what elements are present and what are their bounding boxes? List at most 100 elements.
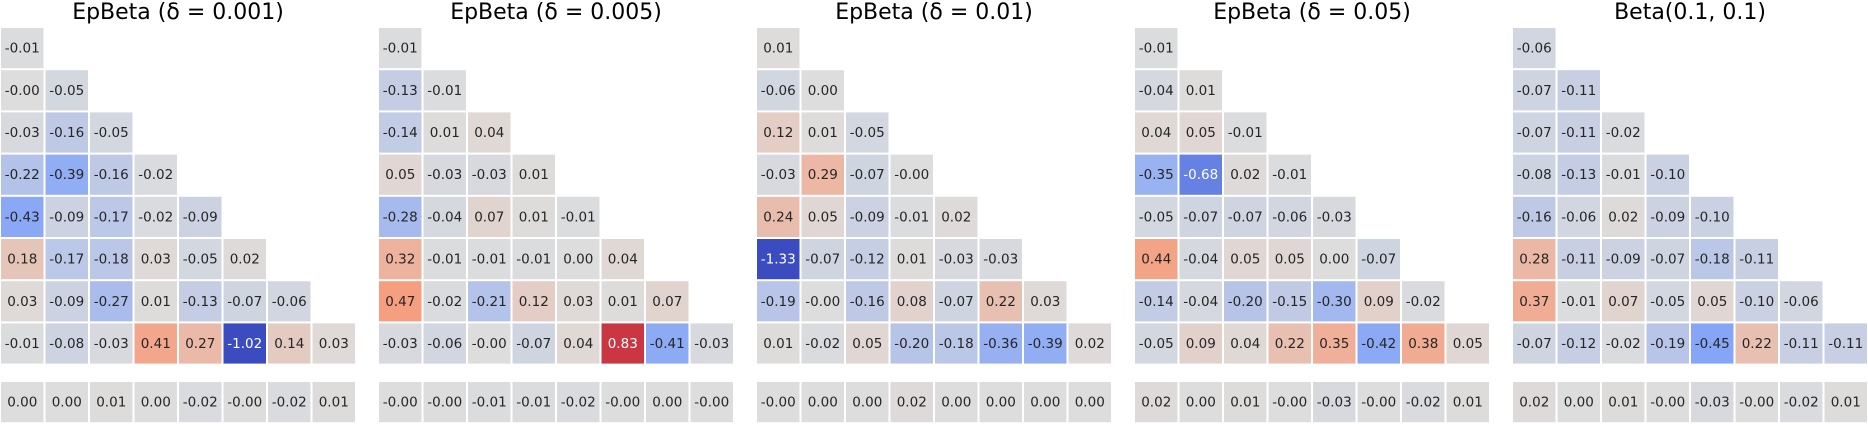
heatmap-cell-fill — [1602, 154, 1645, 195]
heatmap-cell-label: -0.17 — [49, 252, 84, 268]
heatmap-cell-label: -0.03 — [939, 252, 974, 268]
heatmap-cell-label: -1.02 — [227, 336, 262, 352]
heatmap-cell-fill — [90, 281, 133, 322]
heatmap-cell-fill — [601, 239, 644, 280]
heatmap-cell-label: 0.00 — [563, 252, 593, 268]
heatmap-cell-fill — [512, 281, 555, 322]
heatmap-cell-label: 0.01 — [897, 252, 927, 268]
panel-title: EpBeta (δ = 0.005) — [450, 0, 662, 25]
heatmap-cell-fill — [1557, 154, 1600, 195]
heatmap-cell-label: 0.38 — [1408, 336, 1438, 352]
heatmap-cell-label: -0.12 — [1561, 336, 1596, 352]
heatmap-cell-fill — [757, 112, 800, 153]
heatmap-cell-fill — [1, 281, 44, 322]
heatmap-cell-fill — [979, 323, 1022, 364]
heatmap-cell-fill — [45, 70, 88, 111]
heatmap-cell-label: -0.07 — [1361, 252, 1396, 268]
heatmap-cell-label: 0.03 — [319, 336, 349, 352]
heatmap-cell-label: 0.83 — [608, 336, 638, 352]
heatmap-cell-label: -0.02 — [805, 336, 840, 352]
summary-cell-label: -0.03 — [1317, 395, 1352, 411]
heatmap-cell-fill — [1357, 281, 1400, 322]
heatmap-cell-label: 0.29 — [808, 167, 838, 183]
heatmap-cell-fill — [1646, 196, 1689, 237]
heatmap-cell-label: 0.01 — [519, 209, 549, 225]
heatmap-cell-label: -0.14 — [1139, 294, 1174, 310]
heatmap-cell-label: 0.02 — [1230, 167, 1260, 183]
heatmap-cell-label: -0.19 — [1650, 336, 1685, 352]
heatmap-cell-fill — [1557, 323, 1600, 364]
heatmap-cell-fill — [1357, 323, 1400, 364]
summary-cell-label: 0.01 — [1831, 395, 1861, 411]
heatmap-cell-label: 0.02 — [941, 209, 971, 225]
heatmap-cell-fill — [1135, 239, 1178, 280]
heatmap-cell-fill — [1513, 239, 1556, 280]
summary-cell-label: -0.01 — [516, 395, 551, 411]
heatmap-cell-fill — [45, 281, 88, 322]
heatmap-cell-label: -0.00 — [894, 167, 929, 183]
heatmap-cell-fill — [379, 196, 422, 237]
heatmap-cell-fill — [268, 281, 311, 322]
heatmap-cell-fill — [1557, 281, 1600, 322]
heatmap-cell-fill — [1024, 323, 1067, 364]
heatmap-cell-label: 0.09 — [1186, 336, 1216, 352]
heatmap-cell-label: -0.05 — [49, 83, 84, 99]
heatmap-cell-fill — [1735, 281, 1778, 322]
heatmap-cell-label: 0.05 — [852, 336, 882, 352]
heatmap-cell-fill — [1357, 239, 1400, 280]
heatmap-cell-label: -0.00 — [5, 83, 40, 99]
heatmap-cell-label: -0.28 — [383, 209, 418, 225]
heatmap-cell-label: -0.04 — [1183, 294, 1218, 310]
summary-cell-label: 0.00 — [986, 395, 1016, 411]
summary-cell-fill — [45, 382, 88, 423]
heatmap-cell-fill — [846, 323, 889, 364]
heatmap-cell-label: -0.11 — [1561, 252, 1596, 268]
summary-cell-fill — [557, 382, 600, 423]
heatmap-cell-label: -0.02 — [1606, 336, 1641, 352]
heatmap-cell-label: 0.03 — [141, 252, 171, 268]
heatmap-cell-label: 0.12 — [519, 294, 549, 310]
summary-cell-label: 0.01 — [96, 395, 126, 411]
heatmap-cell-label: -0.01 — [1606, 167, 1641, 183]
heatmap-cell-fill — [1224, 239, 1267, 280]
heatmap-cell-label: -0.18 — [94, 252, 129, 268]
heatmap-cell-label: -0.39 — [1028, 336, 1063, 352]
heatmap-cell-label: -0.03 — [5, 125, 40, 141]
summary-cell-label: 0.02 — [897, 395, 927, 411]
heatmap-cell-label: -0.02 — [138, 167, 173, 183]
heatmap-cell-label: 0.22 — [1742, 336, 1772, 352]
heatmap-cell-label: -0.11 — [1828, 336, 1863, 352]
heatmap-cell-label: -0.18 — [939, 336, 974, 352]
heatmap-cell-label: -0.21 — [472, 294, 507, 310]
heatmap-cell-label: 0.22 — [986, 294, 1016, 310]
heatmap-cell-fill — [557, 281, 600, 322]
heatmap-cell-label: -0.43 — [5, 209, 40, 225]
heatmap-cell-label: 0.01 — [608, 294, 638, 310]
heatmap-cell-label: -0.00 — [472, 336, 507, 352]
heatmap-cell-label: -0.15 — [1272, 294, 1307, 310]
heatmap-cell-label: 0.01 — [430, 125, 460, 141]
heatmap-cell-label: -0.02 — [138, 209, 173, 225]
heatmap-cell-label: -0.01 — [1272, 167, 1307, 183]
summary-cell-fill — [1735, 382, 1778, 423]
heatmap-cell-fill — [1313, 281, 1356, 322]
heatmap-cell-label: -0.35 — [1139, 167, 1174, 183]
heatmap-cell-label: -0.08 — [49, 336, 84, 352]
heatmap-cell-fill — [1513, 112, 1556, 153]
heatmap-cell-fill — [757, 70, 800, 111]
heatmap-cell-label: -0.03 — [1317, 209, 1352, 225]
heatmap-cell-label: -0.00 — [805, 294, 840, 310]
summary-cell-label: 0.01 — [1230, 395, 1260, 411]
summary-cell-fill — [468, 382, 511, 423]
heatmap-cell-label: 0.05 — [1453, 336, 1483, 352]
summary-cell-fill — [379, 382, 422, 423]
summary-cell-fill — [979, 382, 1022, 423]
heatmap-cell-fill — [1179, 154, 1222, 195]
heatmap-cell-label: 0.02 — [1608, 209, 1638, 225]
heatmap-cell-fill — [1313, 323, 1356, 364]
heatmap-cell-label: 0.00 — [808, 83, 838, 99]
heatmap-cell-label: -0.03 — [383, 336, 418, 352]
heatmap-cell-fill — [1, 196, 44, 237]
summary-cell-label: -0.00 — [1361, 395, 1396, 411]
heatmap-cell-fill — [468, 112, 511, 153]
